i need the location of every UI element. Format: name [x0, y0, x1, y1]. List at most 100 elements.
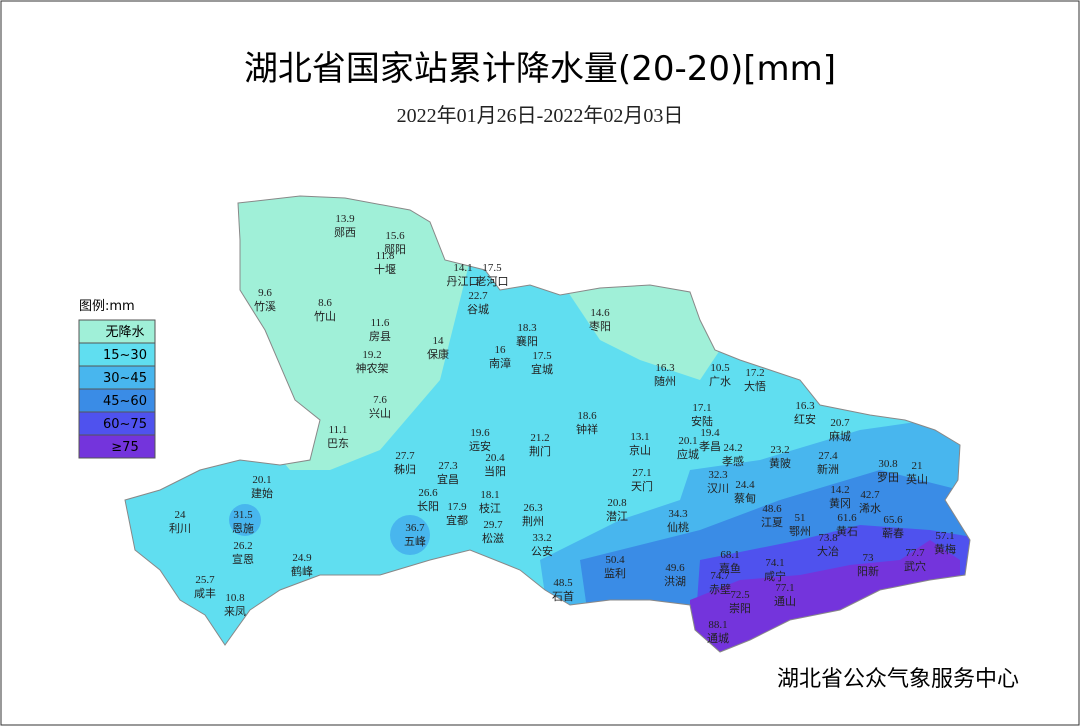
station-name: 公安: [531, 544, 553, 558]
station-value: 7.6: [373, 394, 387, 406]
station-value: 24.4: [735, 479, 755, 491]
station-name: 老河口: [476, 275, 509, 288]
station-name: 长阳: [417, 500, 439, 513]
station-name: 崇阳: [729, 602, 751, 615]
station-value: 14.2: [830, 484, 849, 496]
station-name: 谷城: [467, 303, 489, 316]
station-name: 黄冈: [829, 496, 851, 510]
station-value: 10.8: [225, 592, 245, 604]
station-value: 17.2: [745, 367, 764, 379]
zone: [560, 280, 720, 380]
station-value: 26.3: [523, 502, 543, 514]
station-value: 17.5: [532, 350, 552, 362]
station-value: 18.6: [577, 410, 597, 422]
station-value: 14.6: [590, 307, 610, 319]
station-value: 26.6: [418, 487, 438, 499]
station-name: 咸宁: [764, 569, 786, 583]
station-name: 孝昌: [699, 440, 721, 453]
station-name: 十堰: [374, 262, 396, 276]
station-name: 房县: [369, 330, 391, 343]
station-name: 潜江: [606, 509, 628, 523]
station-value: 50.4: [605, 554, 625, 566]
station-value: 11.8: [376, 250, 395, 262]
station-name: 黄石: [836, 524, 858, 538]
station-name: 通城: [707, 632, 729, 645]
station-name: 秭归: [394, 462, 416, 476]
station-name: 宜昌: [437, 472, 459, 486]
station-value: 72.5: [730, 589, 750, 601]
station-value: 24.2: [723, 442, 742, 454]
station-name: 天门: [631, 479, 653, 493]
station-value: 8.6: [318, 297, 332, 309]
station-value: 20.1: [678, 435, 697, 447]
legend-label: ≥75: [111, 440, 138, 455]
station-name: 英山: [906, 472, 928, 486]
station-value: 77.1: [775, 582, 794, 594]
station-name: 黄梅: [934, 542, 956, 556]
station-name: 随州: [654, 374, 676, 388]
station-value: 74.7: [710, 570, 730, 582]
station-name: 襄阳: [516, 334, 538, 348]
station-name: 远安: [469, 439, 491, 453]
station-value: 33.2: [532, 532, 551, 544]
station-name: 赤壁: [709, 582, 731, 596]
station-value: 24.9: [292, 552, 312, 564]
station-value: 77.7: [905, 547, 925, 559]
station-name: 武穴: [904, 559, 926, 573]
zone: [229, 504, 261, 536]
station-value: 14: [433, 335, 445, 347]
station-value: 17.9: [447, 501, 467, 513]
station-name: 郧阳: [384, 243, 406, 256]
station-value: 10.5: [710, 362, 730, 374]
station-name: 孝感: [722, 455, 744, 468]
station-name: 宣恩: [232, 552, 254, 566]
station-name: 荆州: [522, 515, 544, 528]
station-name: 浠水: [859, 501, 881, 515]
station-name: 枣阳: [589, 320, 611, 333]
station-name: 竹溪: [254, 299, 276, 313]
station-name: 石首: [552, 589, 574, 603]
station-name: 罗田: [877, 471, 899, 484]
zone: [690, 540, 960, 652]
station-name: 江夏: [761, 516, 783, 529]
legend-label: 15~30: [103, 348, 147, 363]
station-name: 仙桃: [667, 520, 689, 534]
station-value: 68.1: [720, 549, 739, 561]
station-value: 19.6: [470, 427, 490, 439]
station-name: 恩施: [232, 522, 254, 535]
station-value: 29.7: [483, 519, 503, 531]
station-name: 来凤: [224, 605, 246, 618]
station-name: 应城: [677, 447, 699, 461]
station-name: 宜都: [446, 513, 468, 527]
station-value: 17.5: [482, 262, 502, 274]
legend-label: 30~45: [103, 371, 147, 386]
station-value: 48.6: [762, 503, 782, 515]
station-name: 新洲: [817, 462, 839, 476]
station-name: 监利: [604, 567, 626, 580]
station-value: 61.6: [837, 512, 857, 524]
station-name: 麻城: [829, 429, 851, 443]
station-value: 21.2: [530, 432, 549, 444]
station-name: 松滋: [482, 531, 504, 545]
legend-title: 图例:mm: [79, 299, 135, 314]
station-name: 建始: [251, 486, 273, 500]
station-value: 42.7: [860, 489, 880, 501]
legend-label: 无降水: [105, 325, 144, 340]
station-name: 巴东: [327, 437, 349, 450]
legend: 无降水 15~30 30~45 45~60 60~75 ≥75: [78, 319, 156, 459]
station-value: 26.2: [233, 540, 252, 552]
station-value: 27.4: [818, 450, 838, 462]
station-name: 咸丰: [194, 587, 216, 600]
station-value: 16.3: [795, 400, 815, 412]
station-value: 11.6: [371, 317, 390, 329]
station-value: 18.3: [517, 322, 537, 334]
station-value: 22.7: [468, 290, 488, 302]
footer: 湖北省公众气象服务中心: [777, 667, 1019, 692]
station-name: 枝江: [479, 501, 501, 515]
station-value: 49.6: [665, 562, 685, 574]
station-name: 钟祥: [576, 422, 598, 436]
station-value: 25.7: [195, 574, 215, 586]
station-value: 14.1: [453, 262, 472, 274]
